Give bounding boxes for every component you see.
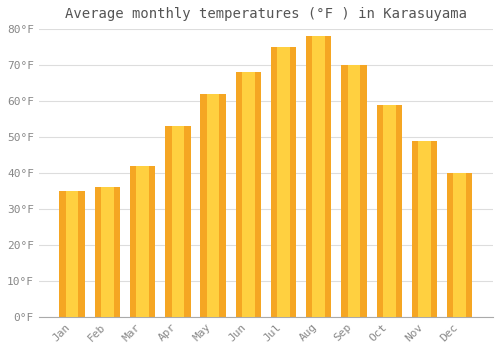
Bar [312, 36, 325, 317]
Bar [172, 126, 184, 317]
Bar [101, 187, 114, 317]
Bar [66, 191, 78, 317]
Bar [242, 72, 254, 317]
Bar [306, 36, 332, 317]
Bar [136, 166, 149, 317]
Bar [206, 94, 220, 317]
Bar [200, 94, 226, 317]
Bar [454, 173, 466, 317]
Bar [418, 141, 431, 317]
Bar [271, 47, 296, 317]
Bar [277, 47, 290, 317]
Bar [130, 166, 156, 317]
Bar [60, 191, 85, 317]
Bar [348, 65, 360, 317]
Bar [412, 141, 437, 317]
Bar [376, 105, 402, 317]
Bar [342, 65, 366, 317]
Bar [383, 105, 396, 317]
Bar [165, 126, 190, 317]
Bar [236, 72, 261, 317]
Bar [94, 187, 120, 317]
Bar [447, 173, 472, 317]
Title: Average monthly temperatures (°F ) in Karasuyama: Average monthly temperatures (°F ) in Ka… [65, 7, 467, 21]
